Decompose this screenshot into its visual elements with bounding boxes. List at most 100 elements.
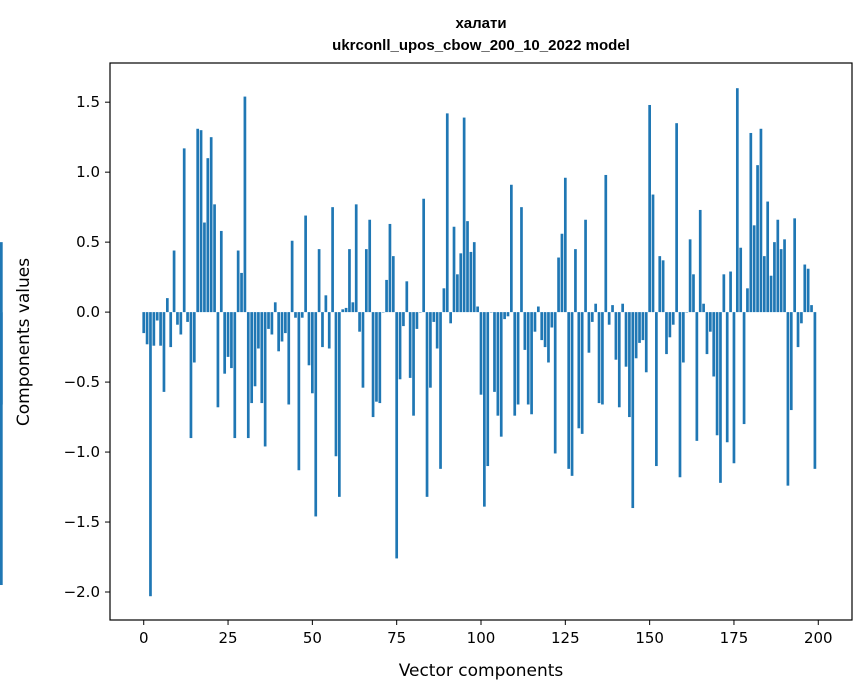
bar	[503, 312, 506, 320]
bar	[307, 312, 311, 366]
bar	[520, 207, 523, 313]
bar	[486, 312, 490, 467]
bar	[456, 274, 459, 313]
bar	[563, 177, 567, 313]
bar	[162, 312, 166, 392]
x-axis-ticks: 0 25 50 75 100 125 150 175 200	[139, 620, 833, 647]
bar	[324, 295, 328, 313]
bar	[557, 257, 560, 313]
bar	[388, 223, 392, 313]
bar	[338, 312, 341, 497]
bar	[631, 312, 635, 509]
x-tick-label: 200	[804, 629, 833, 647]
bar	[149, 312, 152, 597]
bar	[678, 312, 682, 478]
bar	[806, 268, 810, 313]
bar	[442, 288, 446, 313]
bar	[533, 312, 537, 332]
bar	[526, 312, 530, 405]
bar	[287, 312, 291, 405]
bar	[179, 312, 183, 335]
bar	[422, 198, 426, 313]
bar	[216, 312, 220, 408]
bar	[412, 312, 415, 416]
bar	[661, 260, 665, 313]
bar	[719, 312, 722, 483]
bar	[712, 312, 716, 377]
bar	[540, 312, 544, 341]
bar	[196, 128, 200, 313]
bar	[189, 312, 193, 439]
bar	[796, 312, 800, 348]
bar	[429, 312, 432, 388]
bar	[594, 303, 598, 313]
bar	[742, 312, 746, 425]
x-tick-label: 150	[635, 629, 664, 647]
bar	[321, 312, 324, 348]
bar	[547, 312, 550, 363]
bar	[280, 312, 284, 342]
bar	[331, 207, 334, 313]
bar	[459, 253, 463, 313]
x-tick-label: 75	[387, 629, 406, 647]
bar	[746, 288, 749, 313]
bar	[0, 242, 3, 313]
bar	[405, 281, 409, 313]
bar	[273, 302, 277, 313]
bar	[402, 312, 405, 327]
bar	[341, 309, 345, 313]
bar	[358, 312, 361, 332]
bar	[756, 165, 759, 313]
bar	[300, 312, 304, 318]
bar	[749, 132, 753, 313]
bar	[702, 303, 705, 313]
y-tick-label: 1.0	[76, 163, 100, 181]
bar	[199, 130, 203, 313]
bar	[587, 312, 591, 353]
bar	[233, 312, 237, 439]
bar	[182, 148, 186, 313]
bar	[550, 312, 554, 328]
bar	[257, 312, 260, 349]
bar	[732, 312, 736, 464]
bar	[408, 312, 412, 378]
bar	[348, 249, 351, 313]
bar	[334, 312, 338, 457]
bar	[499, 312, 503, 437]
bar	[493, 312, 496, 392]
bar	[472, 242, 476, 313]
bar	[574, 249, 577, 313]
bar	[206, 158, 210, 313]
bar	[479, 312, 483, 395]
bar	[155, 312, 159, 321]
bar	[176, 312, 179, 325]
bar	[327, 312, 331, 349]
bar	[773, 242, 776, 313]
bar	[466, 221, 469, 313]
bar	[779, 249, 783, 313]
bar	[611, 305, 614, 313]
bar	[368, 219, 372, 313]
bar	[655, 312, 658, 467]
bar	[230, 312, 233, 369]
bar	[580, 312, 584, 434]
bar	[601, 312, 604, 405]
bar	[590, 312, 594, 322]
bar	[641, 312, 645, 341]
bar	[311, 312, 314, 394]
bar	[776, 219, 780, 313]
bar	[543, 312, 547, 348]
bar	[375, 312, 378, 402]
bar	[621, 303, 625, 313]
bar	[607, 312, 611, 325]
bar	[604, 174, 608, 313]
bar	[516, 312, 520, 405]
bar	[260, 312, 264, 404]
bar	[729, 271, 732, 313]
bar	[209, 137, 213, 313]
y-axis-label: Components values	[14, 258, 34, 426]
bar	[226, 312, 230, 357]
bar	[445, 113, 449, 313]
x-tick-label: 125	[551, 629, 580, 647]
